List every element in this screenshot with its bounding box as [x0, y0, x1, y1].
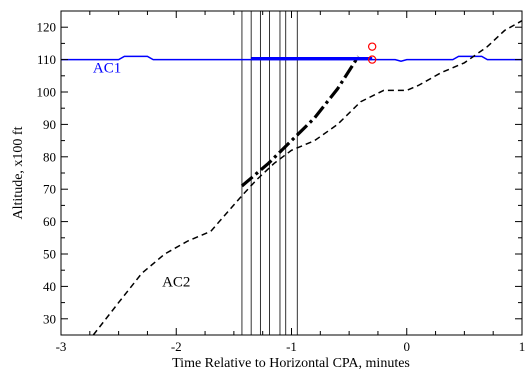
labels-layer: AC1 AC2	[93, 61, 190, 291]
annotation-marker	[367, 42, 377, 51]
y-tick-label: 50	[43, 247, 56, 262]
ticks-layer: -3 -2 -1 0 1 30 40 50 60 70 80 90 100 110 120	[37, 10, 525, 354]
y-tick-label: 30	[43, 311, 56, 326]
series-layer	[61, 20, 522, 335]
x-tick-label: -3	[56, 339, 67, 354]
y-tick-label: 100	[37, 85, 57, 100]
cpa-vertical-lines	[241, 11, 298, 335]
y-tick-label: 90	[43, 117, 56, 132]
x-tick-label: -2	[171, 339, 182, 354]
y-tick-label: 110	[37, 52, 56, 67]
y-tick-label: 120	[37, 20, 57, 35]
maneuver-segment	[240, 55, 360, 188]
series-line-ac2	[92, 20, 522, 335]
y-tick-label: 40	[43, 279, 56, 294]
x-tick-label: -1	[286, 339, 297, 354]
markers-layer	[367, 42, 377, 64]
annotation-marker	[367, 55, 377, 64]
x-tick-label: 0	[404, 339, 411, 354]
y-tick-label: 60	[43, 214, 56, 229]
y-axis-label: Altitude, x100 ft	[11, 126, 26, 219]
y-tick-label: 80	[43, 149, 56, 164]
series-label-ac2: AC2	[162, 274, 190, 290]
x-axis-label: Time Relative to Horizontal CPA, minutes	[172, 356, 410, 371]
y-tick-label: 70	[43, 182, 56, 197]
series-label-ac1: AC1	[93, 61, 121, 77]
x-tick-label: 1	[519, 339, 525, 354]
